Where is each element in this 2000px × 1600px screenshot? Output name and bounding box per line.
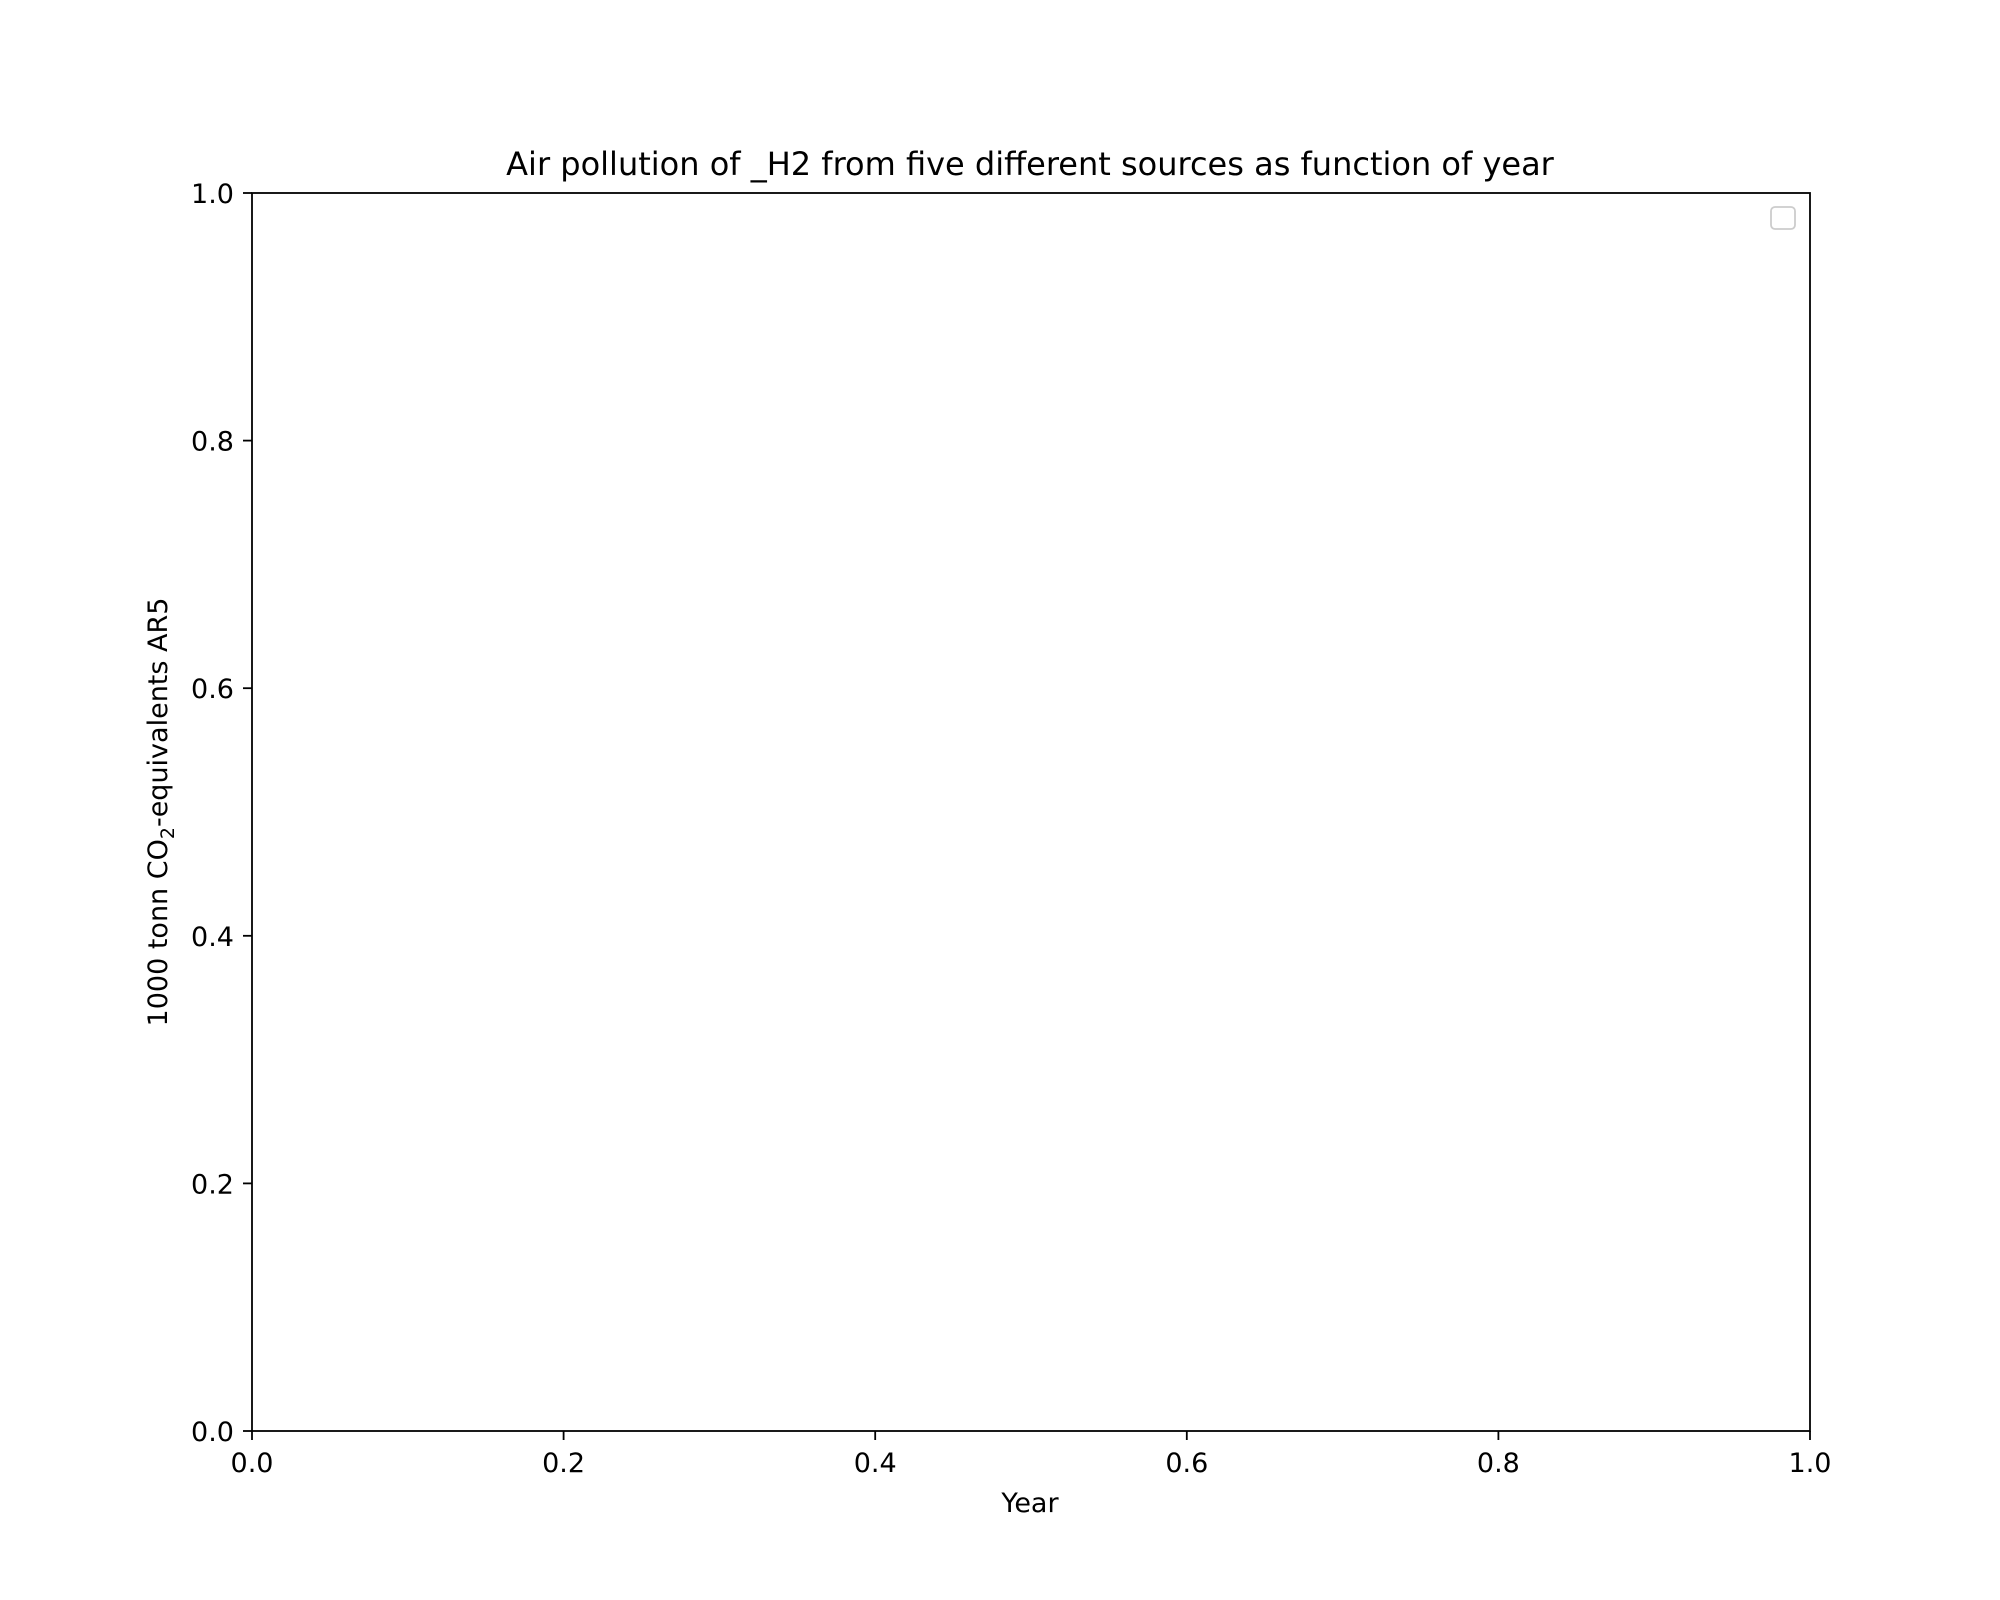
chart-title: Air pollution of _H2 from five different… bbox=[506, 145, 1555, 183]
y-tick-label: 0.2 bbox=[191, 1169, 234, 1200]
x-tick-label: 0.2 bbox=[542, 1448, 585, 1479]
y-tick-label: 0.4 bbox=[191, 922, 234, 953]
plot-area bbox=[251, 192, 1811, 1432]
y-axis-label-main: 1000 tonn CO bbox=[143, 839, 174, 1026]
y-tick-label: 0.0 bbox=[191, 1417, 234, 1448]
legend-box bbox=[1770, 206, 1796, 230]
x-tick-label: 0.8 bbox=[1477, 1448, 1520, 1479]
y-axis-label-subscript: 2 bbox=[157, 827, 179, 839]
x-tick-label: 0.0 bbox=[231, 1448, 274, 1479]
x-tick-label: 1.0 bbox=[1789, 1448, 1832, 1479]
x-tick-label: 0.4 bbox=[854, 1448, 897, 1479]
x-tick-label: 0.6 bbox=[1165, 1448, 1208, 1479]
y-tick-label: 1.0 bbox=[191, 179, 234, 210]
y-tick-label: 0.8 bbox=[191, 427, 234, 458]
y-tick-label: 0.6 bbox=[191, 674, 234, 705]
x-axis-label: Year bbox=[1000, 1488, 1059, 1519]
y-axis-ticks: 0.0 0.2 0.4 0.6 0.8 1.0 bbox=[191, 179, 252, 1448]
y-axis-label: 1000 tonn CO2-equivalents AR5 bbox=[143, 598, 179, 1027]
x-axis-ticks: 0.0 0.2 0.4 0.6 0.8 1.0 bbox=[231, 1431, 1832, 1479]
y-axis-label-suffix: -equivalents AR5 bbox=[143, 598, 174, 828]
